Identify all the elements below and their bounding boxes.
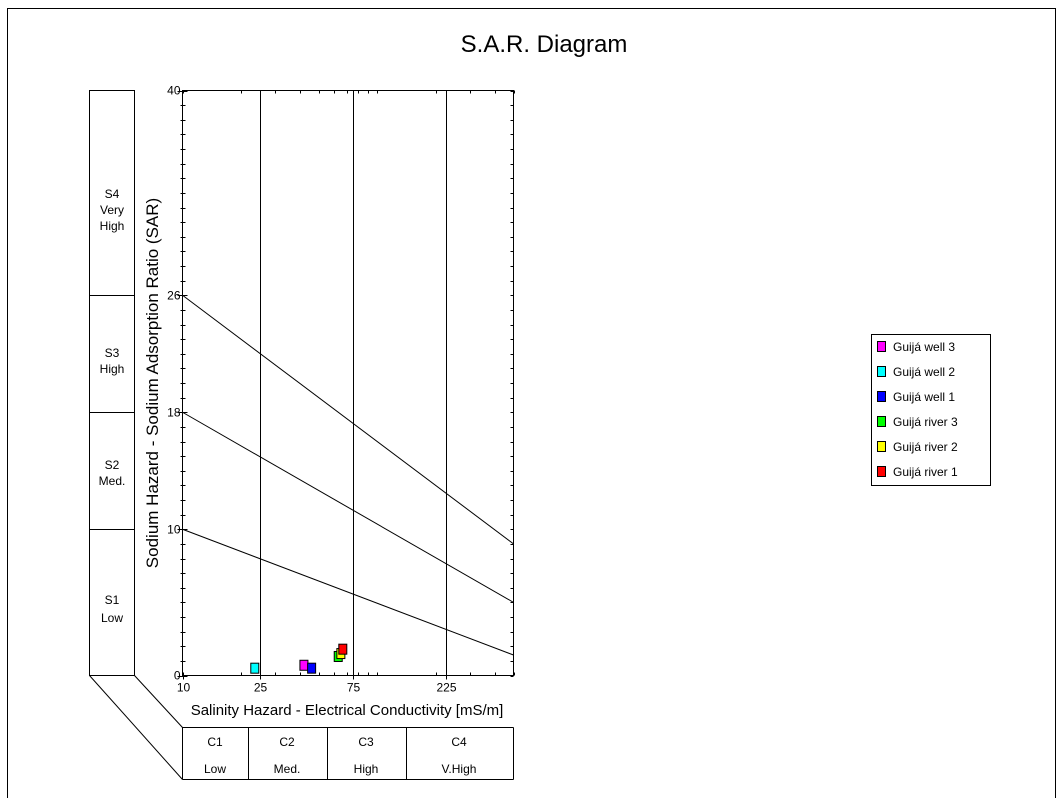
legend-label: Guijá river 3	[893, 415, 958, 429]
y-axis-title: Sodium Hazard - Sodium Adsorption Ratio …	[143, 198, 162, 568]
plot-area	[182, 90, 514, 676]
salinity-class-lines	[260, 90, 447, 676]
y-axis-ticks: 0 10 18 26 40	[167, 84, 514, 683]
c3-code: C3	[358, 735, 374, 749]
c2-label: Med.	[274, 762, 301, 776]
salinity-class-panel: C1 Low C2 Med. C3 High C4 V.High	[89, 675, 514, 780]
s3-code: S3	[105, 346, 120, 360]
c1-label: Low	[204, 762, 226, 776]
legend-label: Guijá river 1	[893, 465, 958, 479]
legend: Guijá well 3 Guijá well 2 Guijá well 1 Guij…	[871, 334, 991, 486]
s1-label: Low	[101, 611, 123, 625]
legend-label: Guijá well 1	[893, 390, 955, 404]
y-tick-label: 18	[167, 405, 181, 419]
legend-swatch	[877, 366, 886, 377]
perspective-line-outer	[89, 675, 183, 780]
c1-code: C1	[207, 735, 223, 749]
data-point	[299, 659, 309, 671]
y-tick-label: 0	[174, 669, 181, 683]
data-point	[250, 662, 260, 674]
s2-code: S2	[105, 458, 120, 472]
c3-label: High	[354, 762, 379, 776]
x-axis-ticks: 10 25 75 225	[177, 90, 515, 695]
legend-swatch	[877, 341, 886, 352]
data-points	[250, 643, 348, 674]
sodium-class-panel: S4 Very High S3 High S2 Med. S1 Low	[89, 90, 135, 676]
x-tick-label: 10	[177, 681, 191, 695]
s2-label: Med.	[99, 474, 126, 488]
legend-label: Guijá well 3	[893, 340, 955, 354]
x-tick-label: 225	[436, 681, 456, 695]
sodium-class-box	[89, 90, 135, 676]
sodium-hazard-line	[182, 528, 514, 656]
y-tick-label: 40	[167, 84, 181, 98]
s4-label-line1: Very	[100, 203, 124, 217]
legend-swatch	[877, 416, 886, 427]
c2-code: C2	[279, 735, 295, 749]
c4-code: C4	[451, 735, 467, 749]
data-point	[338, 643, 348, 655]
legend-swatch	[877, 466, 886, 477]
s4-code: S4	[105, 187, 120, 201]
legend-swatch	[877, 391, 886, 402]
c4-label: V.High	[442, 762, 477, 776]
legend-label: Guijá river 2	[893, 440, 958, 454]
legend-box	[871, 334, 991, 486]
data-point	[307, 662, 317, 674]
outer-border	[7, 8, 1056, 798]
x-axis-title: Salinity Hazard - Electrical Conductivit…	[191, 702, 504, 719]
y-tick-label: 26	[167, 288, 181, 302]
y-tick-label: 10	[167, 522, 181, 536]
sodium-hazard-line	[182, 411, 514, 603]
legend-swatch	[877, 441, 886, 452]
s4-label-line2: High	[100, 219, 125, 233]
sodium-hazard-line	[182, 294, 514, 545]
legend-label: Guijá well 2	[893, 365, 955, 379]
chart-title: S.A.R. Diagram	[461, 31, 628, 58]
x-tick-label: 25	[254, 681, 268, 695]
x-tick-label: 75	[347, 681, 361, 695]
perspective-line-inner	[134, 675, 183, 728]
s1-code: S1	[105, 593, 120, 607]
sodium-hazard-lines	[182, 294, 514, 656]
s3-label: High	[100, 362, 125, 376]
